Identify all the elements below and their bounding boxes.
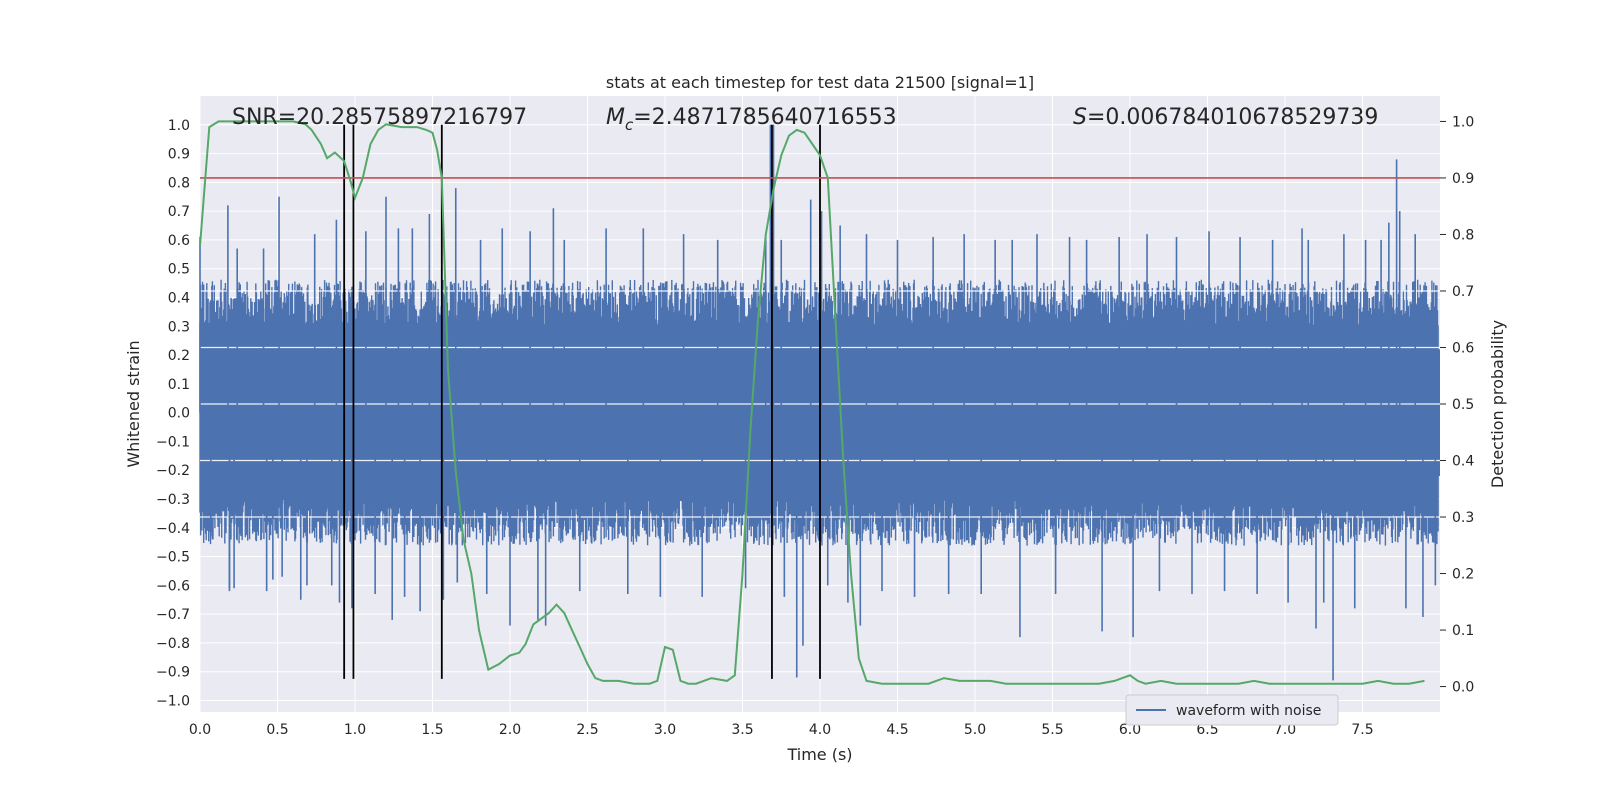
y-tick-label-right: 0.0 [1452,680,1474,696]
x-tick-label: 0.0 [189,722,211,738]
vertical-markers [343,124,821,679]
y-tick-label-left: −0.9 [156,665,190,681]
waveform-spikes [199,124,1437,681]
y-tick-label-left: 0.8 [168,175,190,191]
y-tick-label-left: −1.0 [156,693,190,709]
snr-annotation: SNR=20.28575897216797 [232,105,527,130]
s-value: =0.006784010678529739 [1087,105,1378,130]
x-tick-label: 2.0 [499,722,521,738]
x-tick-label: 1.0 [344,722,366,738]
y-tick-label-left: 0.6 [168,233,190,249]
y-axis-left-ticks: −1.0 −0.9 −0.8 −0.7 −0.6 −0.5 −0.4 −0.3 −0.2 −0.1… [156,118,190,710]
y-tick-label-left: −0.5 [156,550,190,566]
x-tick-label: 5.0 [964,722,986,738]
y-tick-label-left: −0.4 [156,521,190,537]
y-tick-label-left: 0.2 [168,348,190,364]
chirp-mass-subscript: c [625,116,634,134]
chirp-mass-value: =2.4871785640716553 [633,105,896,130]
x-axis-ticks: 0.0 0.5 1.0 1.5 2.0 2.5 3.0 3.5 4.0 4.5 5.0 5.5 6.0 6… [189,722,1374,738]
x-tick-label: 7.0 [1274,722,1296,738]
y-tick-label-right: 0.4 [1452,454,1474,470]
x-tick-label: 2.5 [576,722,598,738]
x-tick-label: 6.0 [1119,722,1141,738]
y-axis-left-label: Whitened strain [124,340,143,467]
x-axis-label: Time (s) [786,745,852,764]
y-tick-label-left: 0.0 [168,406,190,422]
x-tick-label: 5.5 [1041,722,1063,738]
detection-probability-series [199,120,1425,685]
chirp-mass-symbol: M [606,105,625,130]
y-tick-label-right: 0.2 [1452,567,1474,583]
legend-box [1125,694,1339,726]
y-tick-label-right: 0.9 [1452,171,1474,187]
y-tick-label-left: 0.1 [168,377,190,393]
s-annotation: S=0.006784010678529739 [1073,105,1378,130]
chirp-mass-annotation: Mc=2.4871785640716553 [606,105,897,134]
x-tick-label: 3.5 [731,722,753,738]
y-tick-label-left: 0.4 [168,290,190,306]
x-tick-label: 4.5 [886,722,908,738]
y-tick-label-left: 1.0 [168,118,190,134]
y-tick-label-right: 0.6 [1452,340,1474,356]
y-tick-label-right: 0.5 [1452,397,1474,413]
y-tick-label-left: −0.2 [156,463,190,479]
y-tick-label-left: 0.9 [168,147,190,163]
y-tick-label-left: −0.7 [156,607,190,623]
x-tick-label: 3.0 [654,722,676,738]
y-tick-label-left: −0.8 [156,636,190,652]
y-tick-label-left: −0.6 [156,578,190,594]
y-tick-label-left: −0.3 [156,492,190,508]
y-tick-label-right: 0.3 [1452,510,1474,526]
y-axis-right-label: Detection probability [1488,320,1507,488]
y-tick-label-left: −0.1 [156,434,190,450]
legend: waveform with noise [1125,694,1339,726]
y-tick-label-left: 0.5 [168,262,190,278]
y-axis-right-ticks: 0.0 0.1 0.2 0.3 0.4 0.5 0.6 0.7 0.8 0.9 1.0 [1440,114,1474,696]
detection-probability-line [199,120,1425,685]
y-tick-label-left: 0.7 [168,204,190,220]
s-symbol: S [1073,105,1087,130]
legend-label-waveform: waveform with noise [1176,703,1321,719]
y-tick-label-right: 0.1 [1452,623,1474,639]
y-tick-label-right: 0.7 [1452,284,1474,300]
x-tick-label: 7.5 [1351,722,1373,738]
chart-title: stats at each timestep for test data 215… [606,73,1034,92]
x-tick-label: 1.5 [421,722,443,738]
y-tick-label-right: 0.8 [1452,227,1474,243]
x-tick-label: 6.5 [1196,722,1218,738]
x-tick-label: 4.0 [809,722,831,738]
y-tick-label-right: 1.0 [1452,114,1474,130]
x-tick-label: 0.5 [266,722,288,738]
y-tick-label-left: 0.3 [168,319,190,335]
